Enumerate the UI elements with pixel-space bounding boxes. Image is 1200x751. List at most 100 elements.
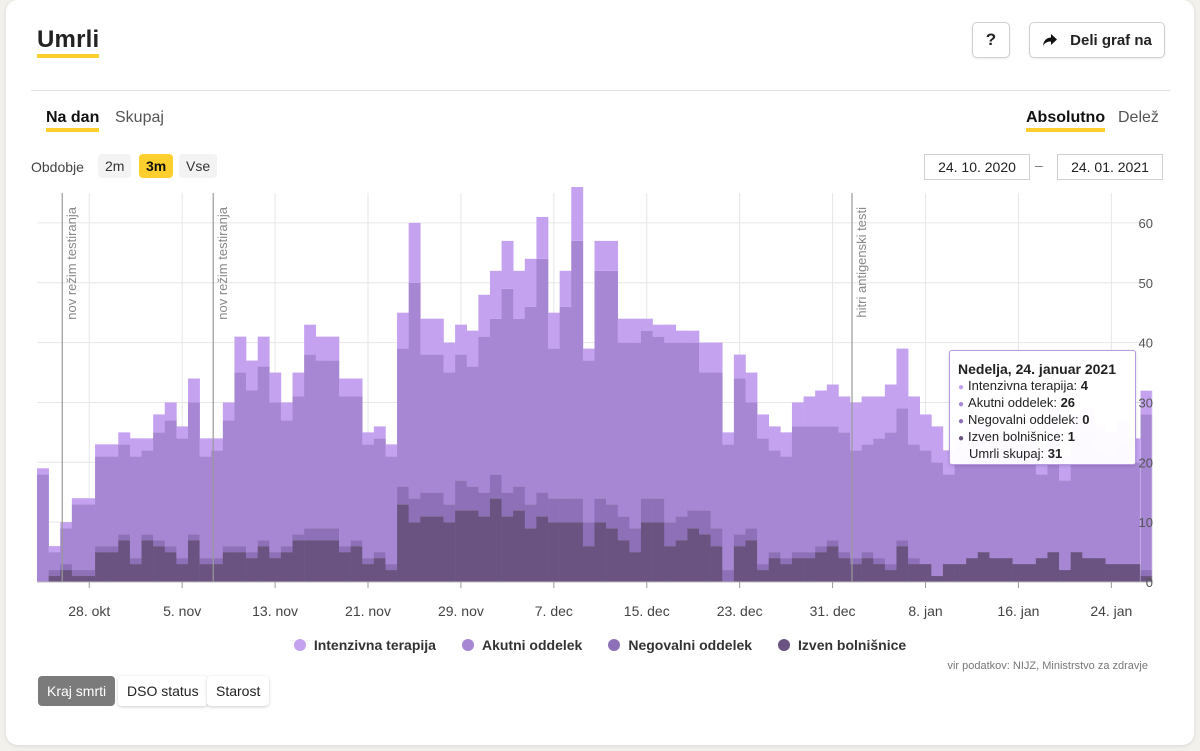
bar-acute[interactable]: [431, 354, 444, 493]
legend-item-nursing[interactable]: Negovalni oddelek: [608, 637, 752, 653]
bar-outside[interactable]: [269, 558, 282, 582]
bar-nursing[interactable]: [362, 558, 375, 565]
bar-acute[interactable]: [1024, 462, 1037, 565]
bar-outside[interactable]: [896, 546, 909, 582]
bar-outside[interactable]: [582, 546, 595, 582]
bar-acute[interactable]: [1059, 480, 1071, 571]
bar-outside[interactable]: [675, 540, 688, 582]
bar-outside[interactable]: [466, 510, 479, 582]
bar-acute[interactable]: [246, 390, 258, 553]
bar-outside[interactable]: [280, 552, 293, 582]
bar-outside[interactable]: [304, 540, 317, 582]
bar-acute[interactable]: [582, 360, 595, 523]
bar-nursing[interactable]: [873, 558, 886, 565]
bar-acute[interactable]: [815, 426, 828, 547]
bar-outside[interactable]: [315, 540, 328, 582]
bar-icu[interactable]: [431, 318, 444, 355]
bar-icu[interactable]: [675, 330, 688, 343]
tab-absolute[interactable]: Absolutno: [1026, 109, 1105, 132]
bar-icu[interactable]: [385, 444, 398, 457]
bar-outside[interactable]: [1070, 552, 1083, 582]
bar-icu[interactable]: [733, 354, 746, 379]
bar-outside[interactable]: [431, 516, 444, 582]
bar-outside[interactable]: [1024, 564, 1037, 582]
bar-icu[interactable]: [826, 384, 839, 427]
bar-nursing[interactable]: [652, 498, 665, 523]
bar-nursing[interactable]: [791, 552, 804, 559]
bar-acute[interactable]: [536, 258, 549, 493]
bar-acute[interactable]: [1117, 444, 1130, 565]
bar-icu[interactable]: [176, 426, 189, 439]
bar-acute[interactable]: [942, 474, 955, 565]
bar-acute[interactable]: [896, 408, 909, 541]
bar-icu[interactable]: [489, 270, 502, 319]
bar-acute[interactable]: [791, 426, 804, 553]
bar-nursing[interactable]: [211, 558, 224, 565]
bar-acute[interactable]: [733, 378, 746, 535]
help-button[interactable]: ?: [972, 22, 1010, 58]
bar-acute[interactable]: [1001, 456, 1013, 559]
bar-acute[interactable]: [106, 456, 119, 547]
bar-icu[interactable]: [304, 324, 317, 355]
period-3m-button[interactable]: 3m: [139, 154, 174, 178]
bar-icu[interactable]: [710, 342, 723, 373]
bar-acute[interactable]: [257, 366, 270, 541]
bar-icu[interactable]: [292, 372, 305, 397]
bar-nursing[interactable]: [861, 552, 874, 559]
bar-acute[interactable]: [908, 444, 921, 559]
bar-acute[interactable]: [129, 456, 142, 559]
bar-acute[interactable]: [977, 456, 990, 553]
bar-icu[interactable]: [338, 378, 351, 397]
bar-nursing[interactable]: [745, 528, 758, 541]
bar-outside[interactable]: [211, 564, 224, 582]
bar-outside[interactable]: [768, 558, 781, 582]
bar-icu[interactable]: [443, 342, 456, 373]
bar-acute[interactable]: [141, 450, 154, 535]
bar-outside[interactable]: [153, 546, 166, 582]
bar-acute[interactable]: [652, 336, 665, 499]
bar-nursing[interactable]: [327, 528, 340, 541]
bar-icu[interactable]: [141, 438, 154, 451]
bar-icu[interactable]: [373, 426, 386, 439]
bar-icu[interactable]: [1140, 390, 1153, 415]
bar-icu[interactable]: [466, 330, 479, 367]
bar-icu[interactable]: [815, 390, 828, 427]
bar-acute[interactable]: [327, 360, 340, 529]
bar-nursing[interactable]: [559, 498, 572, 523]
bar-outside[interactable]: [664, 546, 677, 582]
bar-icu[interactable]: [652, 324, 665, 337]
bar-nursing[interactable]: [420, 492, 433, 517]
bar-icu[interactable]: [606, 240, 619, 271]
bar-outside[interactable]: [199, 564, 212, 582]
bar-nursing[interactable]: [780, 558, 793, 565]
bar-acute[interactable]: [222, 420, 235, 547]
bar-acute[interactable]: [513, 318, 526, 487]
bar-icu[interactable]: [931, 426, 944, 463]
bar-acute[interactable]: [768, 450, 781, 553]
bar-icu[interactable]: [722, 432, 735, 445]
bar-outside[interactable]: [455, 510, 468, 582]
bar-icu[interactable]: [768, 426, 781, 451]
bar-nursing[interactable]: [60, 564, 73, 571]
bar-nursing[interactable]: [768, 552, 781, 559]
bar-icu[interactable]: [129, 438, 142, 457]
bar-nursing[interactable]: [106, 546, 119, 553]
bar-outside[interactable]: [629, 552, 642, 582]
bar-acute[interactable]: [234, 372, 247, 547]
bar-outside[interactable]: [571, 522, 584, 582]
bar-nursing[interactable]: [1140, 570, 1153, 577]
bar-acute[interactable]: [1128, 462, 1141, 565]
bar-nursing[interactable]: [478, 492, 491, 517]
bar-icu[interactable]: [397, 312, 409, 349]
bar-icu[interactable]: [153, 414, 166, 433]
bar-outside[interactable]: [141, 540, 154, 582]
bar-nursing[interactable]: [687, 510, 700, 529]
bar-outside[interactable]: [699, 534, 711, 582]
bar-icu[interactable]: [873, 396, 886, 439]
bar-nursing[interactable]: [350, 540, 363, 547]
date-from-input[interactable]: 24. 10. 2020: [924, 154, 1030, 180]
bar-icu[interactable]: [246, 360, 258, 391]
bar-outside[interactable]: [559, 522, 572, 582]
tab-share[interactable]: Delež: [1118, 109, 1159, 126]
bar-nursing[interactable]: [501, 492, 514, 517]
